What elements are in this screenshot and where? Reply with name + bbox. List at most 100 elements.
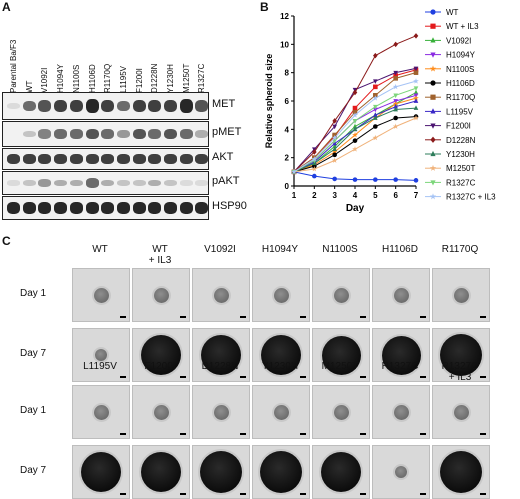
blot-band xyxy=(22,202,36,214)
data-point xyxy=(413,178,419,183)
blot-band xyxy=(69,179,83,187)
blot-band xyxy=(38,154,52,164)
data-point xyxy=(413,115,419,121)
row-label-day7: Day 7 xyxy=(20,465,47,476)
lane-label: Y1230H xyxy=(166,64,175,93)
spheroid-image xyxy=(192,385,250,439)
data-point xyxy=(413,70,419,75)
spheroid-image xyxy=(72,268,130,322)
scale-bar xyxy=(240,433,246,435)
data-point xyxy=(413,78,419,84)
spheroid-image xyxy=(432,445,490,499)
blot-band xyxy=(179,99,193,113)
blot-band xyxy=(132,154,146,164)
data-point xyxy=(430,23,436,29)
spheroid xyxy=(395,466,407,478)
scale-bar xyxy=(120,376,126,378)
blot-band xyxy=(69,99,83,113)
column-label-line: F1200I xyxy=(144,361,176,372)
spheroid xyxy=(213,287,229,303)
blot-band xyxy=(54,179,68,187)
lane-label: N1100S xyxy=(71,64,81,93)
blot-band xyxy=(195,180,209,186)
spheroid xyxy=(200,451,242,493)
scale-bar xyxy=(180,376,186,378)
blot-band xyxy=(164,179,177,187)
spheroid-image xyxy=(312,385,370,439)
lane-label: L1195V xyxy=(118,66,128,93)
legend-label: Y1230H xyxy=(446,150,475,159)
data-point xyxy=(372,95,379,101)
blot-band xyxy=(132,99,146,113)
data-point xyxy=(311,166,318,172)
spheroid-image xyxy=(132,385,190,439)
blot-band xyxy=(38,202,52,214)
data-point xyxy=(430,150,436,157)
blot-label: AKT xyxy=(212,151,234,163)
spheroid xyxy=(81,452,121,492)
data-point xyxy=(430,94,436,100)
blot-band xyxy=(101,154,115,164)
data-point xyxy=(373,112,378,118)
legend-label: R1327C xyxy=(446,178,476,187)
blot-band xyxy=(85,154,99,164)
spheroid-image xyxy=(432,385,490,439)
data-point xyxy=(331,149,338,155)
y-tick-label: 0 xyxy=(285,182,290,191)
scale-bar xyxy=(120,433,126,435)
blot-band xyxy=(69,154,83,164)
scale-bar xyxy=(180,433,186,435)
column-label-line: R1327C xyxy=(441,361,479,372)
lane-label: Parental Ba/F3 xyxy=(9,39,18,93)
blot-band xyxy=(179,202,193,214)
blot-band xyxy=(85,202,99,214)
scale-bar xyxy=(480,493,486,495)
scale-bar xyxy=(420,493,426,495)
spheroid-image xyxy=(432,268,490,322)
column-label-line: L1195V xyxy=(83,361,117,372)
spheroid-image xyxy=(312,268,370,322)
column-label-line: + IL3 xyxy=(448,372,472,383)
data-point xyxy=(352,177,358,182)
data-point xyxy=(413,105,419,110)
blot-strip xyxy=(2,196,209,220)
spheroid xyxy=(440,334,482,376)
spheroid-image xyxy=(132,445,190,499)
legend-label: WT + IL3 xyxy=(446,22,479,31)
data-point xyxy=(332,138,337,144)
data-point xyxy=(430,123,436,129)
blot-band xyxy=(148,179,162,187)
data-point xyxy=(352,105,358,111)
spheroid xyxy=(381,335,421,375)
spheroid-image xyxy=(372,445,430,499)
spheroid-image xyxy=(72,385,130,439)
blot-band xyxy=(101,202,115,214)
spheroid-image xyxy=(372,385,430,439)
blot-band xyxy=(85,178,99,188)
data-point xyxy=(392,100,399,107)
blot-band xyxy=(116,129,130,139)
data-point xyxy=(392,123,399,129)
scale-bar xyxy=(180,493,186,495)
x-tick-label: 4 xyxy=(353,191,358,200)
blot-band xyxy=(179,180,193,186)
data-point xyxy=(352,138,358,143)
x-tick-label: 7 xyxy=(414,191,419,200)
spheroid-image xyxy=(312,445,370,499)
column-label: H1106D xyxy=(368,244,432,255)
blot-band xyxy=(85,99,99,113)
blot-band xyxy=(85,128,99,140)
column-label: R1327C + IL3 xyxy=(428,361,492,383)
scale-bar xyxy=(240,316,246,318)
blot-band xyxy=(116,100,130,112)
spheroid xyxy=(440,451,482,493)
blot-band xyxy=(101,179,115,187)
blot-band xyxy=(54,154,68,164)
column-label-line: WT xyxy=(152,244,168,255)
panel-b-letter: B xyxy=(260,0,269,14)
spheroid xyxy=(393,404,409,420)
y-tick-label: 2 xyxy=(285,154,290,163)
spheroid-image xyxy=(252,445,310,499)
blot-band xyxy=(195,130,209,138)
spheroid-image xyxy=(432,328,490,382)
